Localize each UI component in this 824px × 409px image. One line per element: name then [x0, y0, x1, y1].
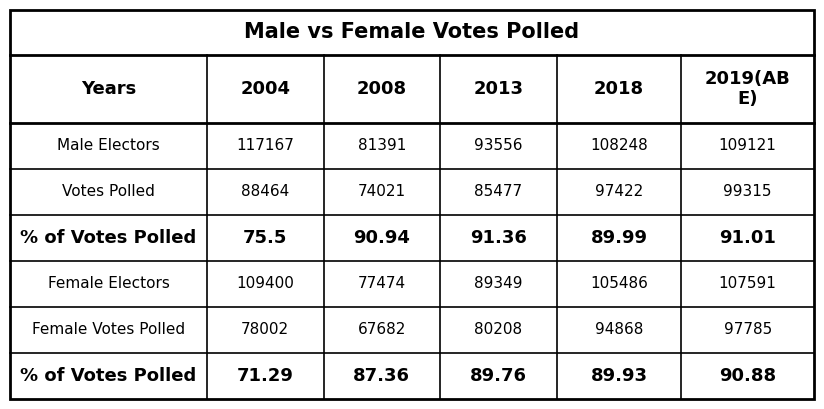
Text: 97422: 97422	[595, 184, 644, 200]
Text: 89.93: 89.93	[591, 367, 648, 385]
Text: 88464: 88464	[241, 184, 289, 200]
Text: 2018: 2018	[594, 80, 644, 98]
Text: 109400: 109400	[236, 276, 294, 292]
Text: 93556: 93556	[474, 139, 522, 153]
Text: Votes Polled: Votes Polled	[62, 184, 155, 200]
Text: 97785: 97785	[723, 323, 772, 337]
Text: 74021: 74021	[358, 184, 406, 200]
Text: 71.29: 71.29	[236, 367, 293, 385]
Text: % of Votes Polled: % of Votes Polled	[21, 367, 197, 385]
Text: Male Electors: Male Electors	[57, 139, 160, 153]
Text: 99315: 99315	[723, 184, 772, 200]
Text: 89.99: 89.99	[591, 229, 648, 247]
Text: 108248: 108248	[590, 139, 648, 153]
Text: 2013: 2013	[474, 80, 523, 98]
Text: 109121: 109121	[719, 139, 776, 153]
Text: 107591: 107591	[719, 276, 776, 292]
Text: 117167: 117167	[236, 139, 294, 153]
Text: 2004: 2004	[241, 80, 290, 98]
Text: 81391: 81391	[358, 139, 406, 153]
Text: Years: Years	[81, 80, 136, 98]
Text: 90.88: 90.88	[719, 367, 776, 385]
Text: 90.94: 90.94	[353, 229, 410, 247]
Text: 105486: 105486	[590, 276, 648, 292]
Text: 67682: 67682	[358, 323, 406, 337]
Text: 85477: 85477	[475, 184, 522, 200]
Text: 75.5: 75.5	[243, 229, 288, 247]
Text: 89349: 89349	[474, 276, 522, 292]
Text: % of Votes Polled: % of Votes Polled	[21, 229, 197, 247]
Text: Male vs Female Votes Polled: Male vs Female Votes Polled	[245, 22, 579, 43]
Text: 91.36: 91.36	[470, 229, 527, 247]
Text: 89.76: 89.76	[470, 367, 527, 385]
Text: 2008: 2008	[357, 80, 407, 98]
Text: Female Electors: Female Electors	[48, 276, 170, 292]
Text: 80208: 80208	[475, 323, 522, 337]
Text: 94868: 94868	[595, 323, 644, 337]
Text: 78002: 78002	[241, 323, 289, 337]
Text: 2019(AB
E): 2019(AB E)	[705, 70, 790, 108]
Text: 91.01: 91.01	[719, 229, 776, 247]
Text: 77474: 77474	[358, 276, 406, 292]
Text: 87.36: 87.36	[353, 367, 410, 385]
Text: Female Votes Polled: Female Votes Polled	[32, 323, 185, 337]
